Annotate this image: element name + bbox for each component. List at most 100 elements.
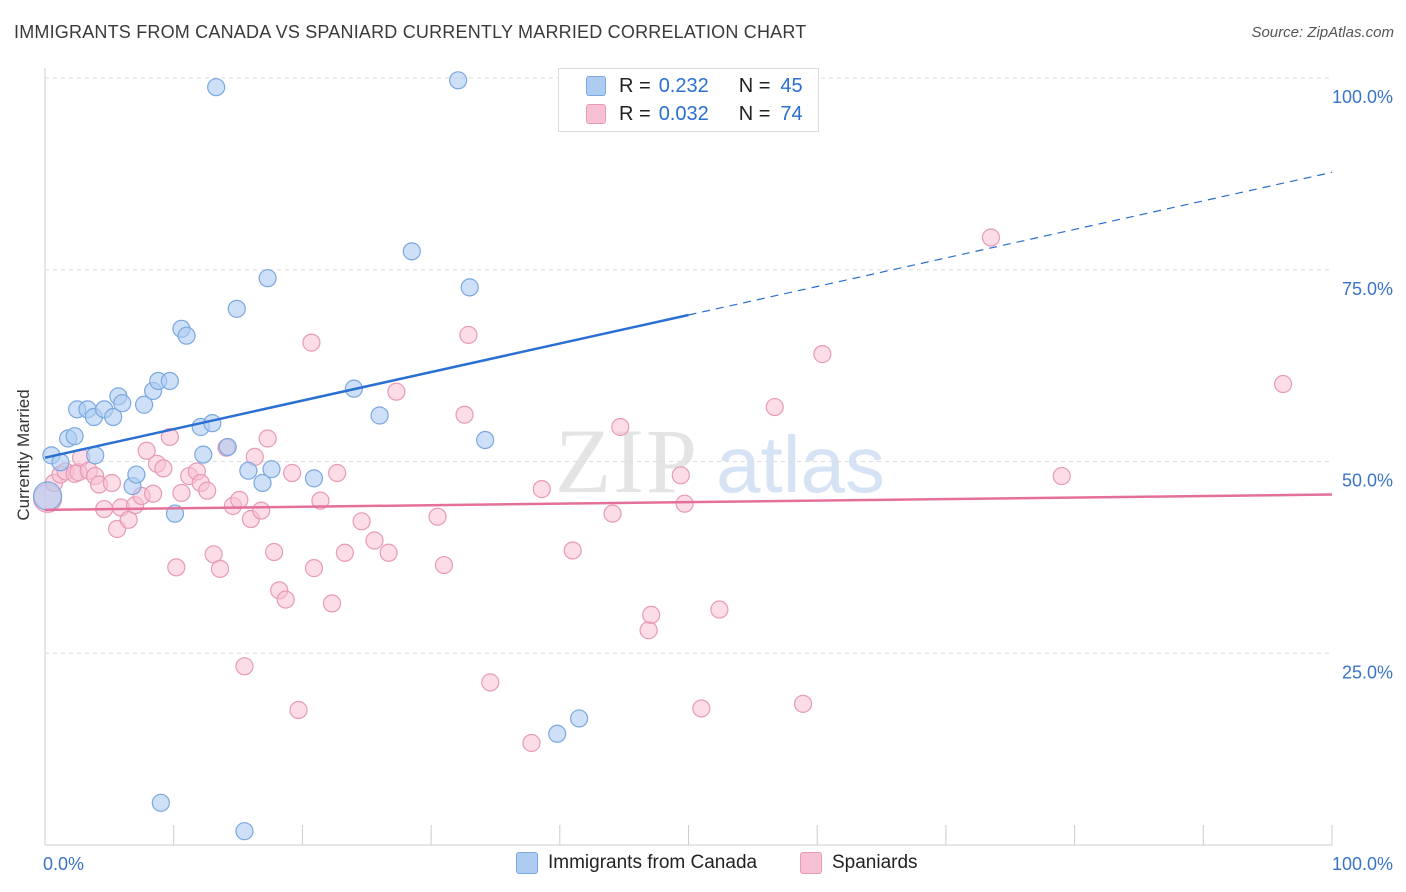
spaniards-point bbox=[428, 507, 447, 526]
spaniards-point bbox=[276, 590, 295, 609]
spaniards-point bbox=[434, 555, 454, 575]
legend-r-value: 0.032 bbox=[658, 102, 709, 125]
y-tick-labels: 25.0% 50.0% 75.0% 100.0% bbox=[1332, 87, 1393, 682]
spaniards-point bbox=[459, 325, 478, 345]
canada-point bbox=[449, 71, 468, 90]
x-ticks bbox=[44, 825, 1333, 845]
canada-point bbox=[194, 445, 213, 464]
x-tick-label: 100.0% bbox=[1332, 854, 1393, 874]
canada-point bbox=[235, 822, 254, 841]
spaniards-point bbox=[335, 543, 354, 562]
legend-n-label: N = bbox=[738, 74, 771, 97]
spaniards-point bbox=[210, 559, 230, 578]
canada-point bbox=[476, 430, 495, 450]
canada-point bbox=[227, 299, 246, 318]
y-tick-label: 25.0% bbox=[1342, 662, 1393, 682]
canada-point bbox=[304, 469, 324, 488]
spaniards-point bbox=[603, 504, 622, 523]
chart-title: IMMIGRANTS FROM CANADA VS SPANIARD CURRE… bbox=[14, 22, 807, 42]
spaniards-point bbox=[289, 700, 308, 720]
legend-r-value: 0.232 bbox=[658, 74, 709, 97]
spaniards-point bbox=[813, 345, 832, 364]
canada-point bbox=[104, 407, 123, 427]
canada-point bbox=[134, 395, 154, 414]
spaniards-point bbox=[793, 694, 813, 713]
canada-point bbox=[32, 481, 63, 511]
spaniards-point bbox=[671, 466, 690, 485]
spaniards-point bbox=[692, 699, 711, 718]
canada-point bbox=[253, 473, 272, 493]
spaniards-point bbox=[611, 417, 630, 437]
spaniards-point bbox=[1052, 466, 1071, 486]
canada-point bbox=[258, 269, 277, 288]
spaniards-point bbox=[102, 473, 122, 493]
watermark-atlas: atlas bbox=[716, 420, 885, 509]
canada-point bbox=[460, 278, 479, 297]
legend-swatch-spaniards bbox=[800, 852, 822, 874]
spaniards-point bbox=[522, 733, 541, 753]
spaniards-point bbox=[264, 542, 284, 562]
spaniards-point bbox=[563, 541, 582, 560]
source-label: Source: ZipAtlas.com bbox=[1251, 24, 1394, 41]
spaniards-point bbox=[304, 559, 324, 578]
spaniards-point bbox=[198, 481, 217, 500]
spaniards-point bbox=[387, 382, 406, 401]
canada-point bbox=[113, 394, 132, 413]
y-tick-label: 75.0% bbox=[1342, 279, 1393, 299]
spaniards-point bbox=[675, 494, 694, 513]
legend-n-label: N = bbox=[738, 102, 771, 125]
canada-point bbox=[370, 406, 389, 425]
legend-label-spaniards: Spaniards bbox=[832, 852, 918, 873]
canada-point bbox=[65, 427, 84, 446]
legend-n-value: 45 bbox=[780, 74, 803, 97]
spaniards-point bbox=[144, 484, 163, 503]
x-tick-label: 0.0% bbox=[43, 854, 84, 874]
legend-row-spaniards: R = 0.032 N = 74 bbox=[586, 102, 803, 126]
canada-point bbox=[218, 437, 237, 457]
spaniards-point bbox=[137, 441, 156, 460]
y-tick-label: 100.0% bbox=[1332, 87, 1393, 107]
spaniards-point bbox=[154, 459, 173, 478]
spaniards-point bbox=[710, 600, 729, 619]
legend-label-canada: Immigrants from Canada bbox=[548, 852, 758, 873]
legend-item-spaniards: Spaniards bbox=[800, 852, 918, 874]
spaniards-point bbox=[311, 491, 330, 510]
legend-row-canada: R = 0.232 N = 45 bbox=[586, 74, 803, 98]
canada-point bbox=[548, 724, 567, 743]
canada-point bbox=[239, 461, 258, 480]
spaniards-point bbox=[302, 333, 321, 352]
spaniards-point bbox=[981, 228, 1001, 247]
spaniards-point bbox=[455, 405, 474, 424]
canada-point bbox=[151, 793, 170, 812]
spaniards-trend-line bbox=[44, 493, 1333, 512]
spaniards-point bbox=[235, 657, 254, 676]
spaniards-point bbox=[283, 463, 302, 483]
spaniards-point bbox=[352, 512, 371, 531]
spaniards-point bbox=[532, 480, 551, 499]
x-tick-labels: 0.0% 100.0% bbox=[43, 854, 1393, 874]
legend-r-label: R = bbox=[619, 74, 651, 97]
spaniards-point bbox=[167, 558, 186, 577]
canada-point bbox=[127, 465, 146, 484]
canada-point bbox=[402, 242, 421, 261]
series-spaniards bbox=[32, 228, 1293, 753]
spaniards-point bbox=[642, 605, 661, 625]
spaniards-point bbox=[322, 594, 342, 613]
canada-trend-extension bbox=[688, 171, 1333, 316]
legend-swatch-spaniards bbox=[586, 104, 606, 124]
grid bbox=[45, 77, 1332, 654]
spaniards-point bbox=[365, 531, 384, 550]
legend-r-label: R = bbox=[619, 102, 651, 125]
legend-n-value: 74 bbox=[780, 102, 803, 125]
y-tick-label: 50.0% bbox=[1342, 471, 1393, 491]
spaniards-point bbox=[328, 463, 347, 483]
spaniards-point bbox=[481, 673, 500, 692]
spaniards-point bbox=[172, 483, 191, 503]
spaniards-point bbox=[230, 490, 249, 509]
trend-lines bbox=[44, 171, 1333, 512]
canada-point bbox=[86, 446, 105, 465]
spaniards-point bbox=[258, 429, 277, 448]
spaniards-point bbox=[252, 501, 271, 520]
spaniards-point bbox=[379, 543, 398, 562]
